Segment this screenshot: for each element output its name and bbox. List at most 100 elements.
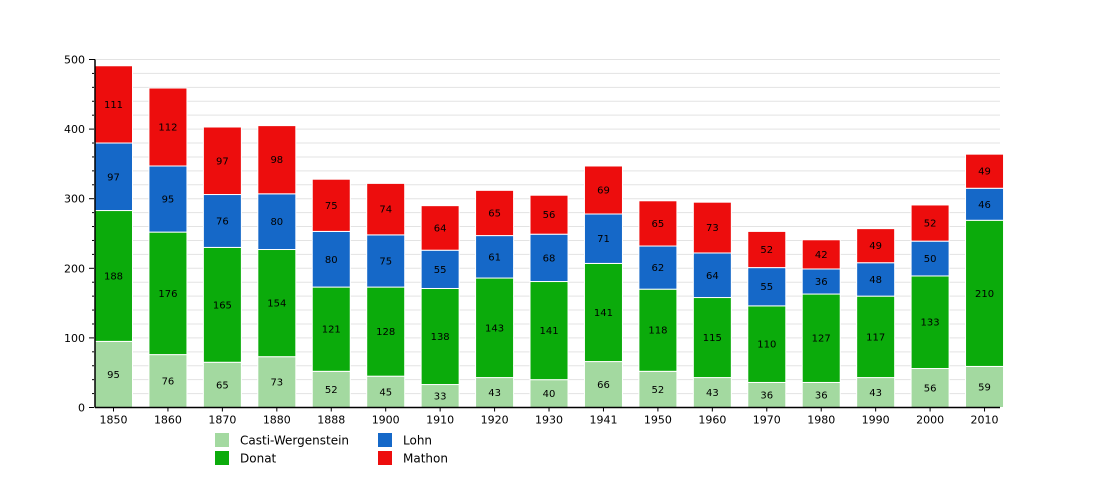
legend-swatch bbox=[378, 433, 392, 447]
segment-value-label: 65 bbox=[216, 380, 229, 391]
legend-swatch bbox=[215, 451, 229, 465]
legend-swatch bbox=[215, 433, 229, 447]
bar-segment bbox=[583, 262, 623, 363]
bar-segment bbox=[910, 204, 950, 242]
segment-value-label: 64 bbox=[706, 271, 719, 282]
legend-item-casti-wergenstein: Casti-Wergenstein bbox=[215, 433, 349, 448]
bar-1941: 66 141 71 69 1941 bbox=[583, 165, 623, 427]
bar-segment bbox=[965, 365, 1005, 409]
segment-value-label: 110 bbox=[757, 340, 776, 351]
segment-value-label: 188 bbox=[104, 271, 123, 282]
bar-segment bbox=[801, 268, 841, 295]
bar-segment bbox=[529, 233, 569, 283]
segment-value-label: 65 bbox=[652, 219, 665, 230]
bar-segment bbox=[257, 193, 297, 251]
bar-1950: 52 118 62 65 1950 bbox=[638, 200, 678, 427]
legend-label: Casti-Wergenstein bbox=[240, 434, 349, 448]
bar-1910: 33 138 55 64 1910 bbox=[420, 205, 460, 427]
segment-value-label: 73 bbox=[270, 378, 283, 389]
segment-value-label: 165 bbox=[213, 300, 232, 311]
bar-segment bbox=[202, 194, 242, 248]
segment-value-label: 59 bbox=[978, 382, 991, 393]
segment-value-label: 75 bbox=[325, 201, 338, 212]
segment-value-label: 56 bbox=[924, 384, 937, 395]
segment-value-label: 121 bbox=[322, 325, 341, 336]
bar-segment bbox=[856, 262, 896, 297]
bar-segment bbox=[311, 230, 351, 288]
segment-value-label: 50 bbox=[924, 254, 937, 265]
bar-segment bbox=[202, 126, 242, 196]
x-tick-label: 1888 bbox=[317, 414, 345, 427]
bar-segment bbox=[311, 178, 351, 232]
segment-value-label: 49 bbox=[869, 241, 882, 252]
legend: Casti-Wergenstein Donat Lohn Mathon bbox=[215, 433, 448, 466]
segment-value-label: 40 bbox=[543, 389, 556, 400]
bar-segment bbox=[801, 239, 841, 270]
bar-1930: 40 141 68 56 1930 bbox=[529, 194, 569, 427]
x-tick-label: 1960 bbox=[698, 414, 726, 427]
bar-segment bbox=[148, 354, 188, 409]
segment-value-label: 43 bbox=[869, 388, 882, 399]
y-tick-label: 0 bbox=[78, 402, 85, 415]
segment-value-label: 76 bbox=[162, 377, 175, 388]
bar-segment bbox=[148, 87, 188, 167]
segment-value-label: 76 bbox=[216, 216, 229, 227]
bar-segment bbox=[965, 153, 1005, 189]
bar-segment bbox=[583, 361, 623, 408]
bar-segment bbox=[94, 142, 133, 212]
bar-1990: 43 117 48 49 1990 bbox=[856, 228, 896, 427]
x-tick-label: 1950 bbox=[644, 414, 672, 427]
legend-label: Donat bbox=[240, 452, 277, 466]
bar-segment bbox=[475, 277, 515, 379]
x-tick-label: 1970 bbox=[753, 414, 781, 427]
segment-value-label: 64 bbox=[434, 223, 447, 234]
bar-segment bbox=[856, 295, 896, 379]
bar-segment bbox=[475, 235, 515, 279]
segment-value-label: 111 bbox=[104, 100, 123, 111]
legend-swatch bbox=[378, 451, 392, 465]
bar-segment bbox=[910, 368, 950, 408]
x-tick-label: 1880 bbox=[263, 414, 291, 427]
bar-2010: 59 210 46 49 2010 bbox=[965, 153, 1005, 427]
x-tick-label: 2000 bbox=[916, 414, 944, 427]
bar-segment bbox=[692, 377, 732, 408]
bar-1970: 36 110 55 52 1970 bbox=[747, 230, 787, 427]
x-tick-label: 1930 bbox=[535, 414, 563, 427]
legend-item-donat: Donat bbox=[215, 451, 277, 466]
segment-value-label: 46 bbox=[978, 200, 991, 211]
y-tick-label: 500 bbox=[64, 54, 85, 67]
segment-value-label: 68 bbox=[543, 253, 556, 264]
segment-value-label: 143 bbox=[485, 323, 504, 334]
y-tick-label: 100 bbox=[64, 332, 85, 345]
bar-1850: 95 188 97 111 1850 bbox=[94, 65, 133, 427]
bar-1870: 65 165 76 97 1870 bbox=[202, 126, 242, 427]
legend-item-mathon: Mathon bbox=[378, 451, 448, 466]
axes bbox=[94, 59, 1000, 409]
segment-value-label: 36 bbox=[815, 277, 828, 288]
segment-value-label: 61 bbox=[488, 252, 501, 263]
segment-value-label: 98 bbox=[270, 155, 283, 166]
segment-value-label: 75 bbox=[379, 256, 392, 267]
segment-value-label: 127 bbox=[812, 334, 831, 345]
bar-segment bbox=[692, 201, 732, 254]
segment-value-label: 141 bbox=[594, 308, 613, 319]
bar-segment bbox=[148, 165, 188, 233]
bar-segment bbox=[801, 293, 841, 383]
x-tick-label: 1850 bbox=[100, 414, 128, 427]
x-tick-label: 1860 bbox=[154, 414, 182, 427]
segment-value-label: 118 bbox=[648, 326, 667, 337]
segment-value-label: 56 bbox=[543, 210, 556, 221]
bars: 95 188 97 111 1850 76 176 95 112 1860 65 165 76 97 187… bbox=[94, 65, 1005, 427]
segment-value-label: 48 bbox=[869, 275, 882, 286]
segment-value-label: 117 bbox=[866, 332, 885, 343]
segment-value-label: 115 bbox=[703, 333, 722, 344]
bar-1880: 73 154 80 98 1880 bbox=[257, 125, 297, 427]
bar-segment bbox=[856, 228, 896, 264]
legend-label: Lohn bbox=[403, 434, 432, 448]
bar-2000: 56 133 50 52 2000 bbox=[910, 204, 950, 427]
bar-segment bbox=[475, 189, 515, 237]
bar-1888: 52 121 80 75 1888 bbox=[311, 178, 351, 427]
